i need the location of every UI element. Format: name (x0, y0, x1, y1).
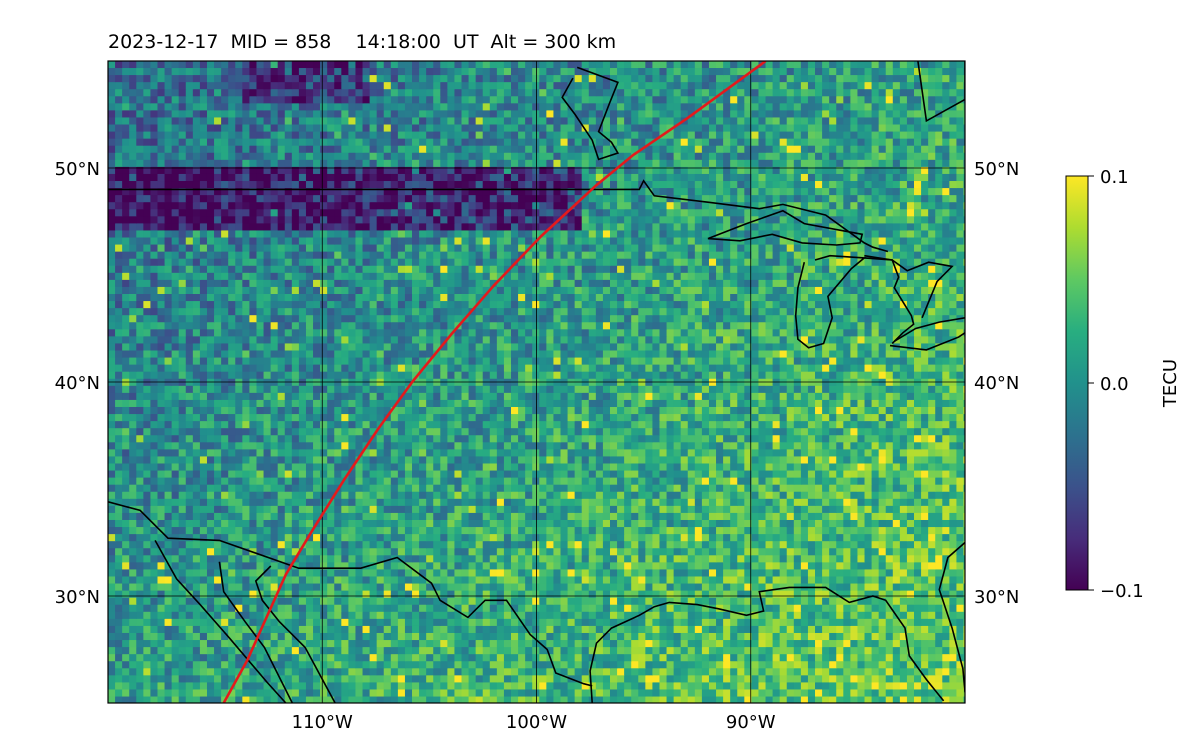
coastline (917, 61, 965, 123)
coastline (794, 254, 867, 349)
gridlines (108, 61, 965, 703)
y-tick-label-left: 30°N (55, 587, 100, 608)
y-tick-label-left: 40°N (55, 373, 100, 394)
tec-heatmap (108, 61, 965, 703)
colorbar-label: TECU (1160, 359, 1181, 408)
coastline (864, 254, 954, 319)
colorbar-tick-label: 0.1 (1100, 167, 1129, 188)
coastline (893, 317, 965, 342)
x-tick-label: 110°W (292, 712, 353, 733)
coastline (154, 540, 287, 703)
colorbar-gradient (1065, 175, 1089, 591)
map-area (108, 61, 965, 703)
colorbar-tick-label: −0.1 (1100, 581, 1144, 602)
axis-labels: 110°W 100°W 90°W 30°N 30°N 40°N 40°N 50°N 50°N (55, 159, 1020, 733)
coastline (707, 209, 864, 246)
satellite-track (222, 61, 767, 703)
coastline (254, 565, 336, 703)
map-frame (107, 60, 966, 704)
colorbar-tick-label: 0.0 (1100, 374, 1129, 395)
y-tick-label-right: 40°N (974, 373, 1019, 394)
satellite-track-line (222, 61, 767, 703)
y-tick-label-right: 30°N (974, 587, 1019, 608)
x-tick-label: 100°W (506, 712, 567, 733)
y-tick-label-left: 50°N (55, 159, 100, 180)
chart-title: 2023-12-17 MID = 858 14:18:00 UT Alt = 3… (108, 31, 616, 53)
coastline (108, 179, 889, 253)
coastline (589, 586, 945, 703)
y-tick-label-right: 50°N (974, 159, 1019, 180)
coastlines (108, 61, 965, 703)
coastline (108, 501, 593, 687)
coastline (938, 541, 965, 693)
colorbar: 0.1 0.0 −0.1 TECU (1065, 167, 1181, 602)
coastline (864, 257, 915, 345)
coastline (561, 66, 620, 161)
coastline (218, 561, 294, 703)
x-tick-label: 90°W (726, 712, 776, 733)
coastline (889, 332, 965, 351)
